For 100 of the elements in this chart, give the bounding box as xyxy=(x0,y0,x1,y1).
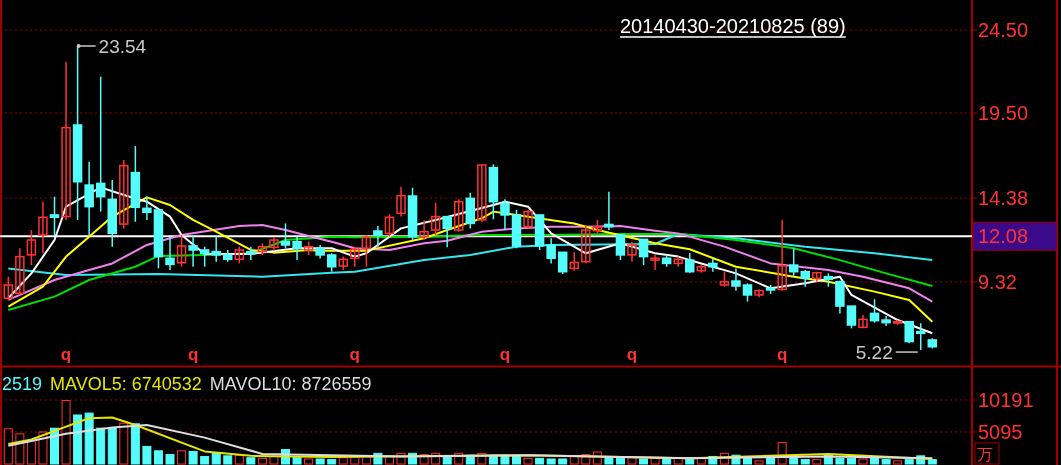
bar xyxy=(84,412,94,465)
y-tick-label: 10191 xyxy=(978,388,1034,411)
candlestick xyxy=(708,257,718,273)
bar xyxy=(615,457,625,465)
bar xyxy=(639,458,649,465)
y-tick-label: 19.50 xyxy=(978,102,1029,125)
y-tick-label: 24.50 xyxy=(978,19,1029,42)
bar xyxy=(3,428,13,465)
candlestick xyxy=(26,229,37,266)
annotation: 2519 xyxy=(2,374,43,394)
annotation: 20140430-20210825 (89) xyxy=(620,15,846,37)
candlestick xyxy=(454,198,464,233)
annotation: q xyxy=(60,345,72,364)
bar xyxy=(15,433,25,465)
annotation: q xyxy=(187,345,199,364)
candlestick xyxy=(581,224,591,265)
candlestick xyxy=(361,234,372,268)
bar xyxy=(200,455,210,465)
bar xyxy=(477,452,487,465)
candlestick xyxy=(292,235,302,261)
bar xyxy=(153,450,163,465)
bar xyxy=(777,442,787,465)
candlestick xyxy=(269,236,279,252)
candlestick xyxy=(777,219,787,292)
candlestick xyxy=(731,267,741,292)
bar xyxy=(835,457,845,465)
candlestick xyxy=(326,252,337,273)
candlestick xyxy=(84,160,94,236)
bar xyxy=(96,427,106,465)
bar xyxy=(800,459,810,465)
bar xyxy=(119,422,129,465)
bar xyxy=(592,451,602,465)
bar xyxy=(812,459,822,465)
bar xyxy=(223,455,233,465)
candlestick xyxy=(119,159,129,230)
candlestick xyxy=(49,195,60,236)
y-tick-label: 14.38 xyxy=(978,187,1029,210)
bar xyxy=(292,457,302,465)
bar xyxy=(927,459,937,465)
candlestick xyxy=(569,251,579,272)
candlestick xyxy=(557,251,568,275)
bar xyxy=(904,459,914,465)
candlestick xyxy=(95,75,106,213)
candlestick xyxy=(673,255,683,268)
bar xyxy=(881,459,891,465)
bar xyxy=(350,456,360,465)
candlestick xyxy=(627,240,637,263)
candlestick xyxy=(615,234,626,261)
bar xyxy=(107,427,117,465)
candlestick xyxy=(650,254,660,271)
candlestick xyxy=(904,320,914,345)
bar xyxy=(61,400,71,465)
bar xyxy=(893,460,903,465)
bar xyxy=(396,452,406,465)
candlestick xyxy=(280,222,291,250)
bar xyxy=(431,452,441,465)
annotation: MAVOL5: 6740532 xyxy=(50,374,202,394)
candlestick xyxy=(165,235,175,271)
bar xyxy=(535,457,545,465)
bar xyxy=(211,452,221,465)
ref-line-label: 12.08 xyxy=(978,225,1029,248)
annotation: MAVOL10: 8726559 xyxy=(209,374,372,394)
annotation: 23.54 xyxy=(98,35,147,57)
y-axis-title: 万 xyxy=(977,446,993,463)
bar xyxy=(558,458,568,465)
candlestick xyxy=(788,247,799,278)
candlestick xyxy=(188,234,198,268)
bar xyxy=(130,423,140,465)
bar xyxy=(604,457,614,465)
candlestick xyxy=(638,238,649,266)
bar xyxy=(38,431,48,465)
bar xyxy=(327,459,337,465)
candlestick xyxy=(211,234,221,263)
candlestick xyxy=(246,245,256,261)
candlestick xyxy=(350,245,360,268)
bar xyxy=(546,458,556,465)
candlestick xyxy=(142,195,152,221)
bar xyxy=(246,457,256,465)
annotation: 5.22 xyxy=(855,342,893,364)
candlestick xyxy=(199,245,210,268)
y-tick-label: 9.32 xyxy=(978,271,1017,294)
bar xyxy=(177,450,187,465)
bar xyxy=(269,455,279,465)
bar xyxy=(419,454,429,465)
candlestick xyxy=(500,198,510,231)
annotation: q xyxy=(626,345,638,364)
candlestick xyxy=(3,275,14,301)
bar xyxy=(73,414,83,465)
candlestick xyxy=(742,282,753,303)
bar xyxy=(523,457,533,465)
annotation: q xyxy=(499,345,511,364)
bar xyxy=(142,445,152,465)
candlestick xyxy=(384,213,395,238)
bar xyxy=(858,458,868,465)
bar xyxy=(766,457,776,465)
annotation: q xyxy=(349,345,360,364)
candlestick xyxy=(430,201,441,236)
candlestick xyxy=(419,219,429,241)
line-series xyxy=(7,424,934,460)
bar xyxy=(315,458,325,465)
